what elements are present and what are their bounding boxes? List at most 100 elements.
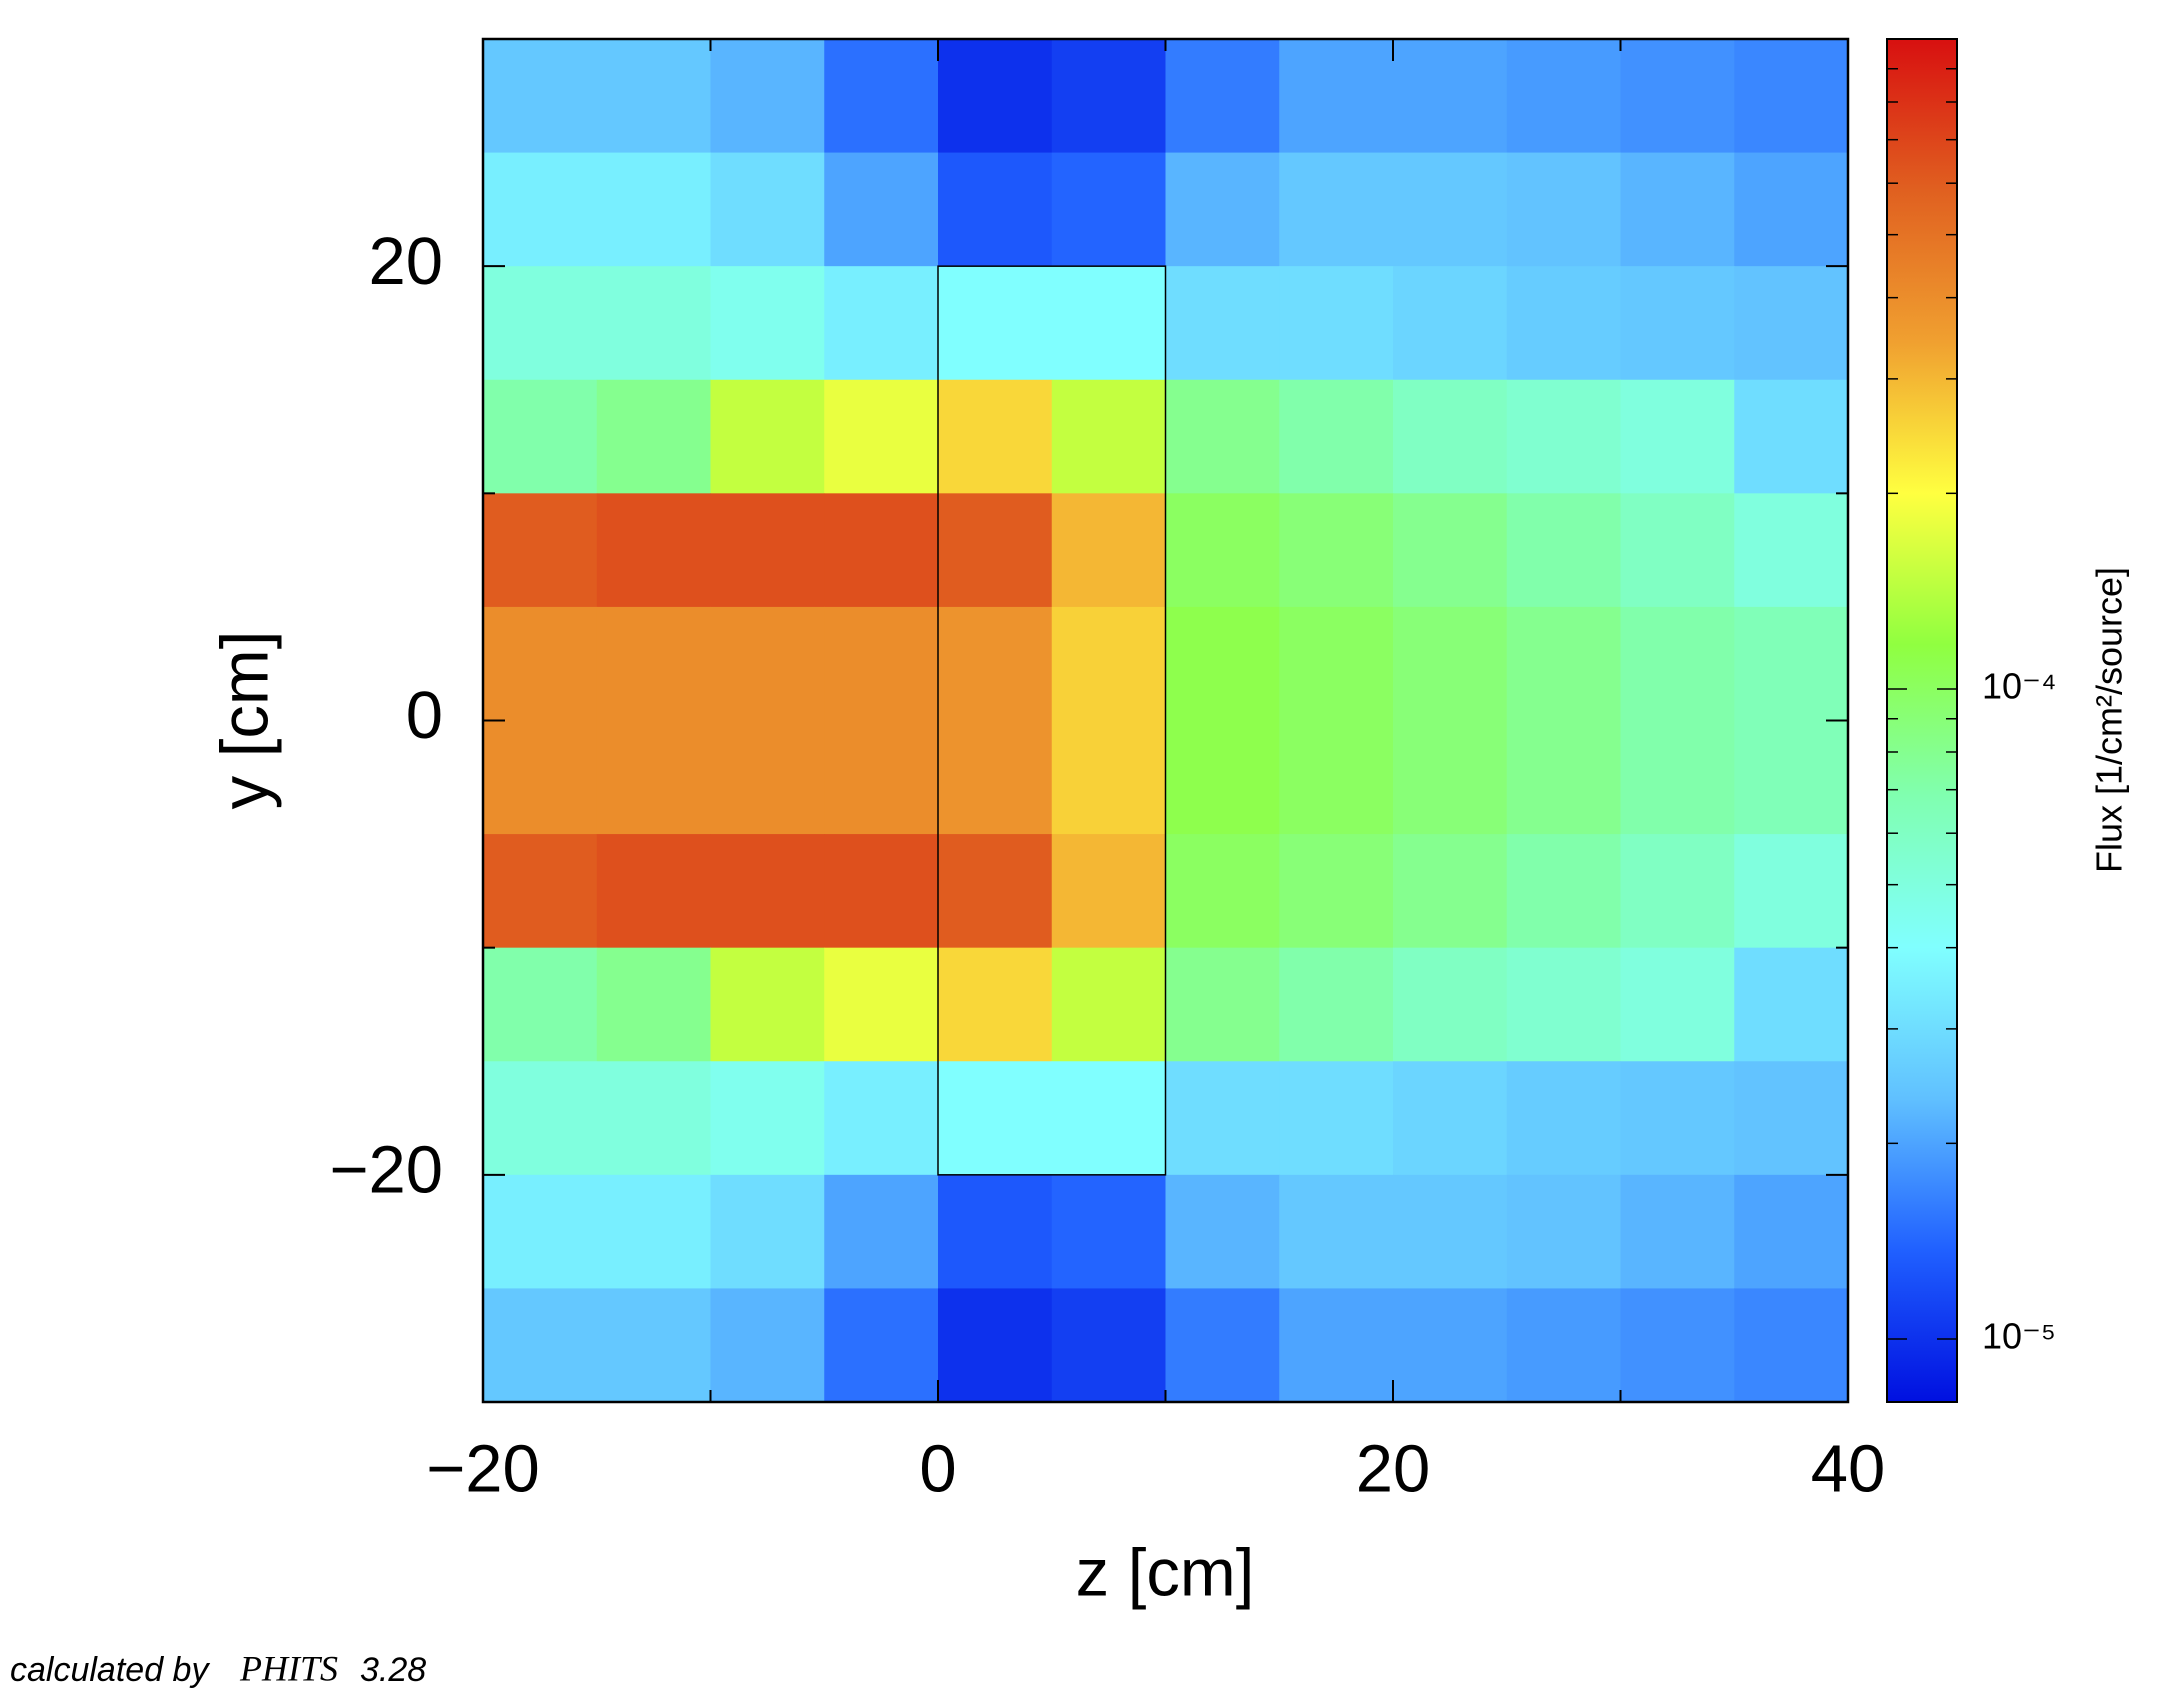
heatmap-cell	[483, 266, 598, 381]
heatmap-cell	[1165, 947, 1280, 1062]
heatmap-cell	[710, 379, 825, 494]
heatmap-cell	[1051, 834, 1166, 949]
heatmap-cell	[1393, 379, 1508, 494]
heatmap-cell	[1051, 152, 1166, 267]
heatmap-cell	[1734, 720, 1848, 835]
heatmap-cell	[1393, 1288, 1508, 1402]
heatmap-cell	[1506, 1174, 1621, 1289]
heatmap-cell	[1734, 379, 1848, 494]
heatmap-cell	[1620, 379, 1735, 494]
x-tick-label: 40	[1811, 1432, 1886, 1507]
heatmap-cell	[710, 152, 825, 267]
heatmap-cell	[1393, 720, 1508, 835]
heatmap-cell	[824, 947, 939, 1062]
heatmap-cell	[1165, 1174, 1280, 1289]
heatmap-cell	[938, 720, 1053, 835]
colorbar-tick-label: 10⁻⁴	[1982, 666, 2057, 707]
heatmap-cell	[938, 1061, 1053, 1176]
heatmap-cell	[1051, 1061, 1166, 1176]
footer-prefix: calculated by	[10, 1651, 210, 1689]
heatmap-cell	[710, 266, 825, 381]
y-tick-label: 0	[406, 678, 443, 753]
heatmap-cell	[1393, 493, 1508, 608]
heatmap-cell	[938, 1174, 1053, 1289]
heatmap-cell	[1506, 266, 1621, 381]
heatmap-cell	[1734, 152, 1848, 267]
heatmap-cell	[1734, 834, 1848, 949]
heatmap-cell	[1393, 1174, 1508, 1289]
heatmap-cell	[483, 834, 598, 949]
heatmap-cell	[1620, 1288, 1735, 1402]
heatmap-cell	[710, 606, 825, 721]
heatmap-cell	[1279, 720, 1394, 835]
heatmap-cell	[596, 266, 711, 381]
colorbar	[1886, 38, 1958, 1403]
heatmap-cell	[824, 152, 939, 267]
heatmap-cell	[1051, 1174, 1166, 1289]
heatmap-cell	[710, 834, 825, 949]
heatmap-cell	[1734, 606, 1848, 721]
heatmap-cell	[1620, 947, 1735, 1062]
heatmap-cell	[483, 493, 598, 608]
x-axis-label: z [cm]	[1076, 1536, 1255, 1611]
heatmap-cell	[938, 1288, 1053, 1402]
y-tick-label: −20	[329, 1133, 443, 1208]
heatmap-cell	[710, 1288, 825, 1402]
heatmap-cell	[1165, 39, 1280, 154]
heatmap-cell	[1734, 493, 1848, 608]
heatmap-cell	[596, 1061, 711, 1176]
heatmap-cell	[1051, 720, 1166, 835]
heatmap-cell	[596, 493, 711, 608]
heatmap-cell	[1165, 606, 1280, 721]
heatmap-cell	[824, 379, 939, 494]
heatmap-cell	[710, 493, 825, 608]
heatmap-cell	[483, 720, 598, 835]
colorbar-label: Flux [1/cm²/source]	[2089, 567, 2130, 873]
heatmap-cell	[1051, 1288, 1166, 1402]
heatmap-cell	[1393, 1061, 1508, 1176]
heatmap-cell	[710, 1174, 825, 1289]
heatmap-cell	[1051, 493, 1166, 608]
heatmap-cell	[1051, 266, 1166, 381]
heatmap-cell	[1620, 266, 1735, 381]
heatmap-cell	[938, 947, 1053, 1062]
x-tick-label: −20	[426, 1432, 540, 1507]
heatmap-cell	[483, 947, 598, 1062]
heatmap-cell	[596, 152, 711, 267]
heatmap-cell	[1620, 834, 1735, 949]
heatmap-cell	[596, 39, 711, 154]
heatmap-cell	[596, 1288, 711, 1402]
heatmap-cell	[1393, 266, 1508, 381]
heatmap-cell	[1620, 152, 1735, 267]
heatmap-cell	[596, 720, 711, 835]
heatmap-cell	[1165, 834, 1280, 949]
x-tick-label: 20	[1356, 1432, 1431, 1507]
heatmap-cell	[1506, 493, 1621, 608]
heatmap-cell	[483, 152, 598, 267]
heatmap-cell	[483, 379, 598, 494]
heatmap-cell	[1165, 379, 1280, 494]
heatmap-cell	[1620, 606, 1735, 721]
heatmap-cell	[596, 834, 711, 949]
heatmap-cell	[824, 39, 939, 154]
heatmap-cell	[824, 1288, 939, 1402]
heatmap-cell	[1506, 606, 1621, 721]
heatmap-cell	[1506, 1288, 1621, 1402]
heatmap-cell	[1279, 379, 1394, 494]
heatmap-cell	[1393, 39, 1508, 154]
heatmap-cell	[1279, 1288, 1394, 1402]
heatmap-cell	[1279, 493, 1394, 608]
heatmap-cell	[1620, 720, 1735, 835]
heatmap-cell	[1506, 720, 1621, 835]
heatmap-cell	[1506, 379, 1621, 494]
heatmap-cell	[1279, 39, 1394, 154]
heatmap-cell	[824, 834, 939, 949]
heatmap-cell	[938, 606, 1053, 721]
heatmap-cell	[824, 266, 939, 381]
heatmap-cell	[1506, 152, 1621, 267]
heatmap-cell	[1279, 834, 1394, 949]
heatmap-cell	[1165, 1288, 1280, 1402]
heatmap-cell	[483, 606, 598, 721]
